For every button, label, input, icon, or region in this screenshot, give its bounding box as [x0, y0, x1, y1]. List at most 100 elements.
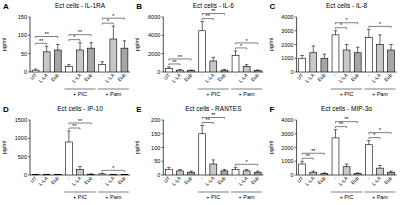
y-tick: [295, 133, 297, 134]
panel: DEct cells - IP-10pg/ml050010001500UTL-L…: [1, 105, 130, 200]
group-label: + PIC: [206, 91, 220, 97]
x-tick-label: L-LA: [337, 174, 349, 186]
marks: [299, 130, 395, 175]
bar: [65, 142, 72, 175]
group-label: + Pam: [105, 194, 121, 200]
panel: AEct cells - IL-1RApg/ml050100150UTL-LAE…: [1, 2, 130, 97]
group-line: [198, 89, 229, 90]
x-tick-label: L-LA: [237, 174, 249, 186]
bar: [199, 134, 206, 175]
y-tick: [28, 72, 30, 73]
x-tick-label: L-LA: [370, 71, 382, 83]
significance-label: *: [112, 13, 115, 19]
error-bar: [234, 167, 237, 169]
error-bar: [78, 167, 81, 170]
error-bar: [312, 171, 315, 172]
group-line: [364, 192, 395, 193]
error-cap: [356, 172, 359, 173]
error-cap: [45, 174, 48, 175]
y-tick: [28, 156, 30, 157]
y-tick: [161, 147, 163, 148]
error-cap: [67, 64, 70, 65]
error-bar: [101, 173, 104, 175]
error-cap: [378, 34, 381, 35]
bar: [221, 171, 228, 175]
x-tick-label: Eub: [316, 175, 327, 186]
error-line: [368, 29, 369, 37]
error-bar: [200, 126, 203, 134]
error-cap: [78, 42, 81, 43]
error-bar: [112, 174, 115, 175]
error-cap: [101, 61, 104, 62]
x-tick-label: L-LA: [237, 71, 249, 83]
error-cap: [34, 69, 37, 70]
y-tick-label: 500: [18, 154, 27, 160]
x-tick-label: -: [199, 175, 205, 181]
marks: [32, 26, 128, 72]
group-label: + PIC: [340, 194, 354, 200]
y-tick-label: 0: [157, 69, 160, 75]
panel-label: F: [270, 105, 275, 114]
error-bar: [389, 171, 392, 172]
error-line: [80, 167, 81, 170]
error-cap: [212, 57, 215, 58]
significance-label: **: [211, 112, 216, 118]
x-tick-label: L-LA: [70, 174, 82, 186]
error-bar: [345, 164, 348, 167]
error-bar: [300, 161, 303, 164]
error-line: [91, 43, 92, 49]
bar: [88, 48, 95, 72]
bar: [232, 170, 239, 176]
error-line: [202, 126, 203, 134]
significance-label: **: [78, 29, 83, 35]
y-tick-label: 2000: [281, 42, 293, 48]
bar: [354, 53, 361, 72]
y-tick-label: 4000: [281, 117, 293, 123]
error-cap: [256, 70, 259, 71]
x-tick-label: -: [332, 175, 338, 181]
panel-label: C: [270, 2, 276, 11]
error-line: [379, 165, 380, 168]
x-tick-label: -: [332, 72, 338, 78]
panel-label: A: [3, 2, 9, 11]
error-cap: [56, 44, 59, 45]
error-line: [213, 160, 214, 164]
x-tick-label: L-LA: [204, 71, 216, 83]
error-line: [57, 45, 58, 51]
error-line: [235, 51, 236, 56]
y-tick: [161, 175, 163, 176]
error-cap: [89, 173, 92, 174]
bar: [254, 172, 261, 175]
group-line: [231, 89, 262, 90]
group-line: [331, 192, 362, 193]
group-line: [98, 89, 129, 90]
error-bar: [223, 170, 226, 171]
significance-label: *: [107, 18, 110, 24]
x-tick-label: Eub: [349, 175, 360, 186]
error-line: [302, 56, 303, 59]
bar: [343, 50, 350, 72]
error-cap: [167, 66, 170, 67]
significance-label: *: [379, 127, 382, 133]
bar: [77, 50, 84, 72]
error-bar: [367, 141, 370, 145]
error-bar: [356, 172, 359, 174]
bar: [210, 164, 217, 175]
error-cap: [300, 55, 303, 56]
y-tick-label: 150: [18, 14, 27, 20]
x-tick-label: -: [232, 72, 238, 78]
error-bar: [334, 130, 337, 138]
error-bar: [256, 70, 259, 72]
error-bar: [45, 46, 48, 52]
error-cap: [89, 42, 92, 43]
y-tick: [295, 44, 297, 45]
error-cap: [123, 40, 126, 41]
bar: [43, 52, 50, 72]
error-bar: [89, 43, 92, 49]
error-line: [313, 46, 314, 53]
x-tick-label: Eub: [183, 72, 194, 83]
significance-label: **: [172, 59, 177, 65]
bar: [310, 53, 317, 72]
y-tick-label: 2000: [281, 145, 293, 151]
x-tick-label: -: [366, 175, 372, 181]
